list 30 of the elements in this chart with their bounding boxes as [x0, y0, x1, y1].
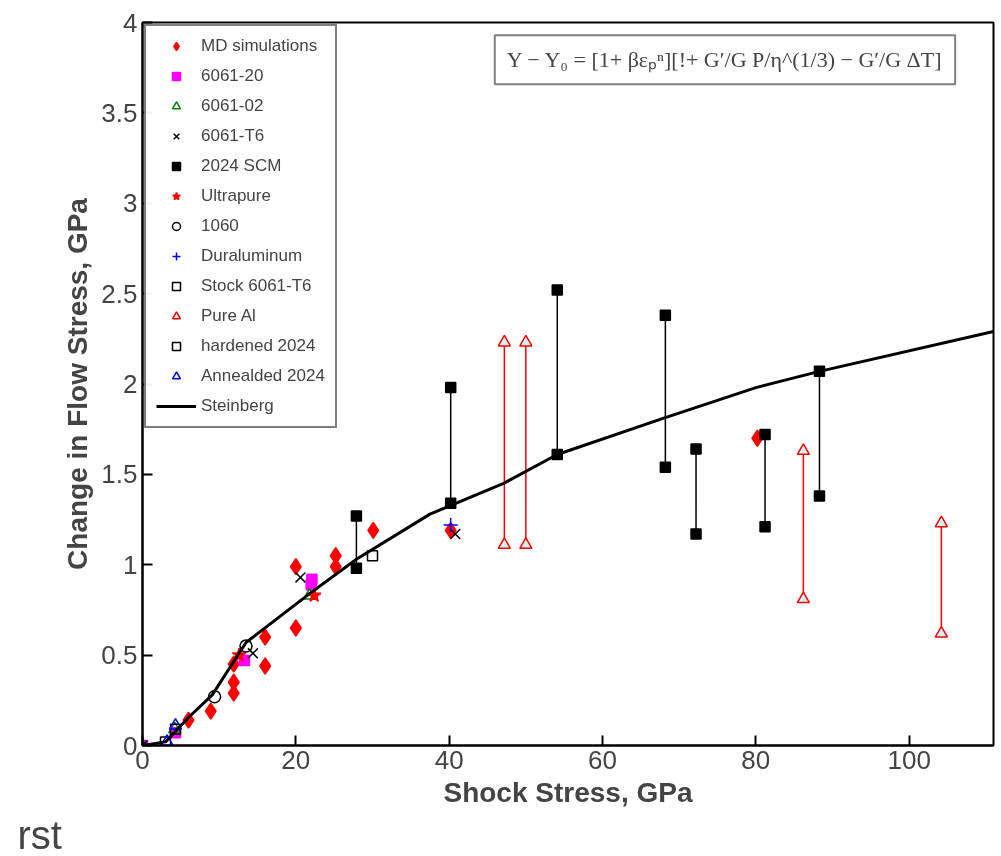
y-tick-label: 3.5 — [101, 97, 138, 128]
legend-label: 6061-T6 — [201, 126, 265, 146]
x-tick-label: 100 — [887, 744, 931, 775]
x-tick-label: 60 — [588, 744, 617, 775]
legend-label: 2024 SCM — [201, 156, 282, 176]
x-axis-title: Shock Stress, GPa — [443, 776, 693, 808]
legend-label: 6061-02 — [201, 96, 264, 116]
legend-label: Pure Al — [201, 306, 256, 326]
legend-label: Ultrapure — [201, 186, 271, 206]
x-tick-label: 20 — [281, 744, 311, 775]
legend-label: Steinberg — [201, 396, 274, 416]
y-tick-label: 2.5 — [101, 278, 138, 309]
y-tick-label: 1.5 — [101, 459, 138, 490]
y-tick-label: 4 — [123, 7, 138, 38]
y-tick-label: 0.5 — [101, 640, 138, 671]
text: rst — [17, 812, 62, 856]
y-tick-label: 3 — [123, 188, 138, 219]
y-axis-title: Change in Flow Stress, GPa — [62, 197, 94, 570]
legend-label: Annealded 2024 — [201, 366, 325, 386]
legend-label: MD simulations — [201, 36, 318, 56]
y-tick-label: 1 — [123, 549, 138, 580]
legend-label: Stock 6061-T6 — [201, 276, 312, 296]
legend-label: Duraluminum — [201, 246, 303, 266]
annotation: Y − Y₀ = [1+ βεₚⁿ][!+ G′/G P/η^(1/3) − G′/G ΔT] — [506, 47, 942, 74]
x-tick-label: 80 — [741, 744, 771, 775]
legend-label: hardened 2024 — [201, 336, 316, 356]
legend-label: 6061-20 — [201, 66, 264, 86]
y-tick-label: 2 — [123, 369, 138, 399]
x-tick-label: 40 — [434, 744, 464, 775]
legend-label: 1060 — [201, 216, 239, 236]
